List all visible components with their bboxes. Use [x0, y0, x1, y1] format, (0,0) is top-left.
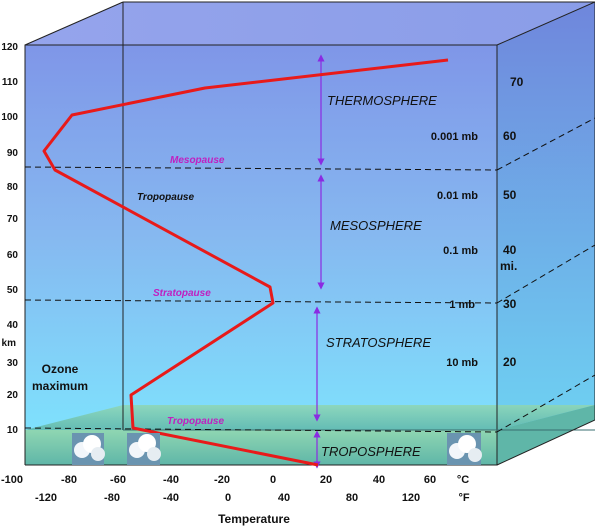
box-top-face: [25, 2, 595, 45]
celsius-tick: 40: [373, 474, 385, 486]
pressure-labels: 0.001 mb 0.01 mb 0.1 mb 1 mb 10 mb: [431, 131, 478, 369]
pressure-label: 0.01 mb: [437, 190, 478, 202]
left-tick: 30: [7, 358, 19, 369]
celsius-axis: -100 -80 -60 -40 -20 0 20 40 60 °C: [1, 474, 469, 486]
left-axis: 120 110 100 90 80 70 60 50 40 30 20 10 k…: [1, 42, 18, 436]
box-edges: [24, 1, 595, 466]
box-front-face: [25, 45, 497, 465]
left-tick: 10: [7, 425, 19, 436]
fahrenheit-tick: -40: [163, 492, 179, 504]
fahrenheit-tick: 0: [225, 492, 231, 504]
celsius-tick: -20: [214, 474, 230, 486]
right-axis: 70 60 50 40 30 20 mi.: [500, 75, 524, 369]
fahrenheit-unit: °F: [458, 492, 469, 504]
fahrenheit-axis: -120 -80 -40 0 40 80 120 °F: [35, 492, 470, 504]
celsius-tick: 0: [270, 474, 276, 486]
box-right-face: [497, 2, 595, 465]
celsius-tick: 60: [424, 474, 436, 486]
pressure-label: 0.001 mb: [431, 131, 478, 143]
cloud-icon: [447, 433, 482, 465]
layer-names: THERMOSPHERE MESOSPHERE STRATOSPHERE TRO…: [321, 93, 437, 459]
ozone-line1: Ozone: [42, 362, 79, 376]
left-tick: 50: [7, 285, 19, 296]
left-tick: 60: [7, 250, 19, 261]
left-tick: 70: [7, 214, 19, 225]
layer-troposphere: TROPOSPHERE: [321, 444, 421, 459]
ozone-line2: maximum: [32, 379, 88, 393]
fahrenheit-tick: -120: [35, 492, 57, 504]
cloud-icon: [72, 433, 105, 465]
layer-mesosphere: MESOSPHERE: [330, 218, 422, 233]
mesopause-label: Mesopause: [170, 155, 225, 166]
pressure-label: 10 mb: [446, 357, 478, 369]
ground-side: [497, 405, 595, 465]
celsius-tick: -100: [1, 474, 23, 486]
ozone-label: Ozone maximum: [32, 362, 88, 393]
left-tick: 80: [7, 182, 19, 193]
layer-stratosphere: STRATOSPHERE: [326, 335, 431, 350]
left-tick: 100: [1, 112, 18, 123]
cloud-icon: [127, 433, 161, 465]
fahrenheit-tick: 40: [278, 492, 290, 504]
celsius-unit: °C: [457, 474, 469, 486]
tropopause-front-label: Tropopause: [167, 416, 224, 427]
mile-unit: mi.: [500, 259, 517, 273]
tropopause-back-label: Tropopause: [137, 192, 194, 203]
left-axis-unit: km: [2, 338, 17, 349]
ground-top: [25, 405, 595, 430]
left-tick: 110: [2, 77, 19, 88]
mile-tick: 30: [503, 297, 517, 311]
mile-tick: 40: [503, 243, 517, 257]
celsius-tick: -40: [163, 474, 179, 486]
pressure-label: 0.1 mb: [443, 245, 478, 257]
celsius-tick: -80: [61, 474, 77, 486]
boundary-names: Mesopause Stratopause Tropopause Tropopa…: [137, 155, 225, 427]
fahrenheit-tick: 120: [402, 492, 420, 504]
celsius-tick: 20: [320, 474, 332, 486]
left-tick: 40: [7, 320, 19, 331]
left-tick: 20: [7, 390, 19, 401]
left-tick: 90: [7, 148, 19, 159]
pressure-label: 1 mb: [449, 299, 475, 311]
layer-thermosphere: THERMOSPHERE: [327, 93, 437, 108]
fahrenheit-tick: 80: [346, 492, 358, 504]
mile-tick: 20: [503, 355, 517, 369]
left-tick: 120: [1, 42, 18, 53]
boundary-lines: [24, 117, 595, 433]
fahrenheit-tick: -80: [104, 492, 120, 504]
mile-tick: 50: [503, 188, 517, 202]
temperature-curve: [42, 58, 449, 467]
temperature-axis-title: Temperature: [218, 512, 290, 526]
celsius-tick: -60: [110, 474, 126, 486]
stratopause-label: Stratopause: [153, 288, 211, 299]
mile-tick: 60: [503, 129, 517, 143]
mile-tick: 70: [510, 75, 524, 89]
